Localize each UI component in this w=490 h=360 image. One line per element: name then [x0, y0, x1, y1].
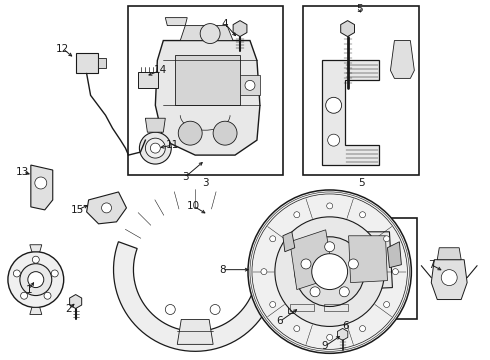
- Circle shape: [146, 138, 165, 158]
- Circle shape: [101, 203, 112, 213]
- Circle shape: [20, 264, 52, 296]
- Circle shape: [261, 269, 267, 275]
- Text: 5: 5: [358, 178, 365, 188]
- Polygon shape: [98, 58, 105, 68]
- Text: 6: 6: [276, 316, 283, 327]
- Text: 5: 5: [356, 4, 363, 14]
- Circle shape: [327, 334, 333, 340]
- Circle shape: [13, 270, 21, 277]
- Circle shape: [200, 24, 220, 44]
- Circle shape: [310, 287, 320, 297]
- Circle shape: [140, 132, 171, 164]
- Polygon shape: [283, 232, 295, 252]
- Circle shape: [32, 256, 39, 263]
- Circle shape: [245, 80, 255, 90]
- Circle shape: [360, 325, 366, 332]
- Circle shape: [294, 212, 300, 218]
- Text: 4: 4: [222, 19, 228, 28]
- Circle shape: [28, 272, 44, 288]
- Circle shape: [51, 270, 58, 277]
- Bar: [322, 302, 349, 314]
- Polygon shape: [114, 242, 272, 351]
- Polygon shape: [341, 21, 354, 37]
- Polygon shape: [70, 294, 82, 309]
- Polygon shape: [87, 192, 126, 224]
- Circle shape: [21, 292, 27, 299]
- Circle shape: [327, 203, 333, 209]
- Polygon shape: [388, 242, 401, 268]
- Polygon shape: [30, 245, 42, 252]
- Polygon shape: [155, 41, 260, 155]
- Circle shape: [328, 134, 340, 146]
- Polygon shape: [31, 165, 53, 210]
- Polygon shape: [146, 118, 165, 132]
- Text: 8: 8: [219, 265, 225, 275]
- Text: 3: 3: [202, 178, 208, 188]
- Circle shape: [340, 287, 349, 297]
- Bar: [288, 302, 316, 314]
- Polygon shape: [348, 236, 388, 283]
- Polygon shape: [165, 18, 187, 26]
- Polygon shape: [175, 55, 240, 105]
- Text: 7: 7: [428, 260, 435, 270]
- Circle shape: [392, 269, 398, 275]
- Text: 9: 9: [321, 341, 328, 351]
- Polygon shape: [75, 54, 98, 73]
- Polygon shape: [30, 307, 42, 315]
- Polygon shape: [338, 328, 348, 340]
- Polygon shape: [138, 72, 158, 88]
- Polygon shape: [180, 26, 233, 41]
- Polygon shape: [177, 319, 213, 345]
- Text: 12: 12: [56, 44, 69, 54]
- Bar: [303, 6, 419, 175]
- Circle shape: [270, 302, 276, 307]
- Bar: [128, 6, 283, 175]
- Circle shape: [441, 270, 457, 285]
- Text: 2: 2: [65, 305, 72, 315]
- Text: 14: 14: [154, 66, 167, 76]
- Polygon shape: [391, 41, 415, 78]
- Polygon shape: [344, 232, 392, 289]
- Polygon shape: [437, 248, 461, 260]
- Circle shape: [295, 237, 365, 306]
- Circle shape: [150, 143, 160, 153]
- Circle shape: [360, 212, 366, 218]
- Polygon shape: [431, 260, 467, 300]
- Circle shape: [294, 325, 300, 332]
- Text: 15: 15: [71, 205, 84, 215]
- Circle shape: [326, 97, 342, 113]
- Bar: [274, 218, 417, 319]
- Circle shape: [210, 305, 220, 315]
- Text: 10: 10: [187, 201, 200, 211]
- Circle shape: [348, 259, 358, 269]
- Polygon shape: [290, 230, 334, 289]
- Polygon shape: [233, 21, 247, 37]
- Circle shape: [270, 236, 276, 242]
- Circle shape: [384, 236, 390, 242]
- Circle shape: [312, 254, 347, 289]
- Circle shape: [248, 190, 412, 353]
- Circle shape: [275, 217, 385, 327]
- Text: 11: 11: [166, 140, 179, 150]
- Text: 13: 13: [16, 167, 29, 177]
- Bar: [290, 303, 314, 311]
- Circle shape: [178, 121, 202, 145]
- Text: 6: 6: [343, 321, 349, 332]
- Circle shape: [213, 121, 237, 145]
- Circle shape: [44, 292, 51, 299]
- Circle shape: [35, 177, 47, 189]
- Text: 3: 3: [182, 172, 189, 182]
- Text: 1: 1: [25, 284, 32, 294]
- Polygon shape: [285, 225, 340, 298]
- Circle shape: [325, 242, 335, 252]
- Bar: [324, 303, 347, 311]
- Circle shape: [165, 305, 175, 315]
- Circle shape: [301, 259, 311, 269]
- Polygon shape: [322, 60, 379, 165]
- Polygon shape: [240, 75, 260, 95]
- Circle shape: [8, 252, 64, 307]
- Circle shape: [384, 302, 390, 307]
